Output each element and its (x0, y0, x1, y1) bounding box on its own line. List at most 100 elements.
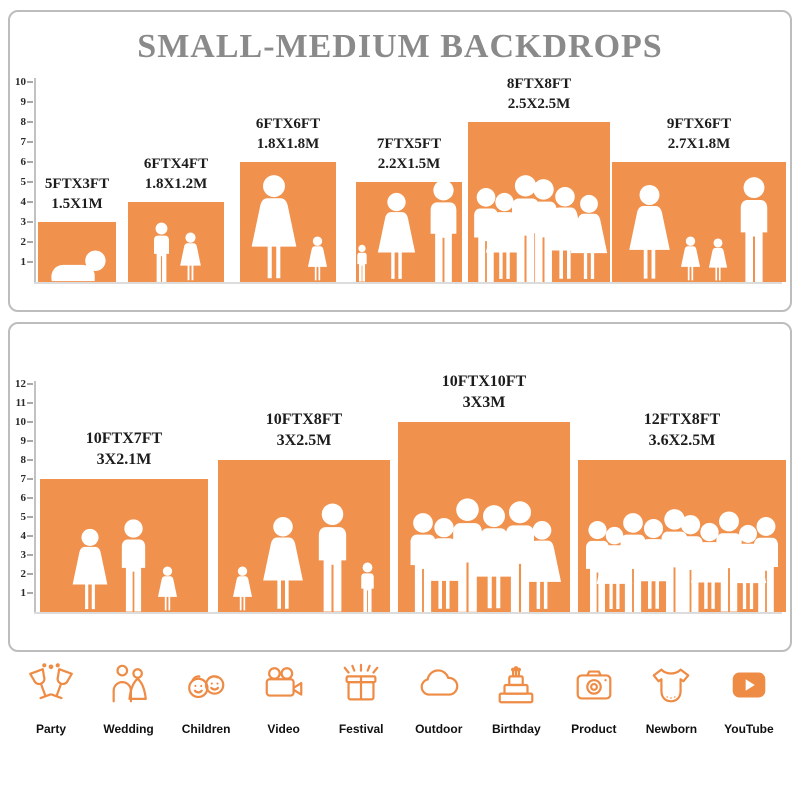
y-tick-3: 3 (10, 215, 33, 229)
size-m: 1.5X1M (51, 195, 103, 212)
y-tick-4: 4 (10, 195, 33, 209)
size-ft: 6FTX6FT (255, 116, 321, 132)
bar-6ftx6ft: 6FTX6FT 1.8X1.8M (240, 116, 336, 282)
outdoor-cloud-icon (416, 660, 462, 710)
size-ft: 5FTX3FT (44, 176, 110, 192)
y-tick-5: 5 (10, 175, 33, 189)
bar-size-label: 9FTX6FT 2.7X1.8M (667, 115, 731, 154)
girl-silhouette (178, 232, 203, 282)
category-outdoor: Outdoor (402, 660, 476, 736)
category-row: Party Wedding (14, 660, 786, 736)
size-m: 2.2X1.5M (377, 155, 441, 172)
bar-7ftx5ft: 7FTX5FT 2.2X1.5M (356, 136, 462, 282)
size-ft: 8FTX8FT (506, 76, 572, 92)
bar-size-label: 5FTX3FT 1.5X1M (45, 175, 109, 214)
wedding-couple-icon (106, 660, 152, 710)
size-m: 3.6X2.5M (648, 432, 716, 450)
bar-size-label: 7FTX5FT 2.2X1.5M (377, 135, 441, 174)
category-label: Video (267, 722, 300, 736)
size-m: 2.5X2.5M (507, 95, 571, 112)
festival-gift-icon (338, 660, 384, 710)
category-wedding: Wedding (92, 660, 166, 736)
bar-size-label: 8FTX8FT 2.5X2.5M (507, 75, 571, 114)
children-faces-icon (183, 660, 229, 710)
bar-size-label: 6FTX6FT 1.8X1.8M (256, 115, 320, 154)
toddler-silhouette (355, 244, 369, 282)
silhouette-group (356, 179, 462, 282)
bar-10ftx10ft: 10FTX10FT 3X3M (398, 373, 570, 612)
size-ft: 12FTX8FT (643, 411, 721, 429)
man-silhouette (748, 516, 784, 612)
y-tick-11: 11 (10, 396, 33, 410)
page-title: SMALL-MEDIUM BACKDROPS (137, 28, 663, 65)
silhouette-group (218, 502, 390, 612)
man-silhouette (734, 176, 774, 282)
y-tick-10: 10 (10, 415, 33, 429)
category-youtube: YouTube (712, 660, 786, 736)
category-label: Children (181, 722, 231, 736)
category-newborn: Newborn (634, 660, 708, 736)
category-label: Party (35, 722, 67, 736)
y-tick-6: 6 (10, 491, 33, 505)
y-tick-6: 6 (10, 155, 33, 169)
boy-silhouette (358, 562, 377, 612)
man-silhouette (116, 518, 151, 612)
category-label: Wedding (103, 722, 154, 736)
x-baseline (34, 612, 782, 614)
y-tick-2: 2 (10, 567, 33, 581)
category-product: Product (557, 660, 631, 736)
silhouette-group (578, 508, 786, 612)
y-tick-7: 7 (10, 135, 33, 149)
size-m: 1.8X1.2M (144, 175, 208, 192)
category-label: Newborn (645, 722, 698, 736)
woman-silhouette (247, 174, 301, 282)
size-m: 3X2.5M (276, 432, 332, 450)
bar-size-label: 10FTX7FT 3X2.1M (86, 429, 162, 471)
size-ft: 10FTX7FT (85, 430, 163, 448)
birthday-cake-icon (493, 660, 539, 710)
size-m: 3X3M (462, 394, 506, 412)
silhouette-group (240, 174, 336, 282)
video-camera-icon (261, 660, 307, 710)
silhouette-group (128, 222, 224, 282)
size-m: 3X2.1M (96, 451, 152, 469)
man-silhouette (424, 179, 463, 282)
y-tick-8: 8 (10, 115, 33, 129)
y-tick-9: 9 (10, 95, 33, 109)
man-silhouette (312, 502, 353, 612)
y-axis-line (34, 381, 36, 614)
bar-6ftx4ft: 6FTX4FT 1.8X1.2M (128, 156, 224, 282)
y-tick-9: 9 (10, 434, 33, 448)
silhouette-group (612, 176, 786, 282)
girl-silhouette (231, 566, 254, 612)
woman-silhouette (374, 192, 419, 282)
woman-silhouette (519, 520, 565, 612)
silhouette-group (38, 249, 116, 282)
woman-silhouette (69, 528, 111, 612)
newborn-onesie-icon (648, 660, 694, 710)
y-tick-3: 3 (10, 548, 33, 562)
bar-10ftx7ft: 10FTX7FT 3X2.1M (40, 430, 208, 612)
bar-size-label: 10FTX10FT 3X3M (442, 372, 526, 414)
category-label: Outdoor (415, 722, 463, 736)
y-tick-12: 12 (10, 377, 33, 391)
y-tick-2: 2 (10, 235, 33, 249)
y-tick-5: 5 (10, 510, 33, 524)
bar-5ftx3ft: 5FTX3FT 1.5X1M (38, 176, 116, 282)
size-m: 1.8X1.8M (256, 135, 320, 152)
youtube-play-icon (726, 660, 772, 710)
y-tick-1: 1 (10, 586, 33, 600)
category-label: Festival (338, 722, 384, 736)
small-medium-panel: SMALL-MEDIUM BACKDROPS 10 9 8 7 6 5 4 3 … (8, 10, 792, 312)
bar-size-label: 10FTX8FT 3X2.5M (266, 410, 342, 452)
category-festival: Festival (324, 660, 398, 736)
bar-10ftx8ft: 10FTX8FT 3X2.5M (218, 411, 390, 612)
size-m: 2.7X1.8M (667, 135, 731, 152)
bar-size-label: 6FTX4FT 1.8X1.2M (144, 155, 208, 194)
product-camera-icon (571, 660, 617, 710)
y-tick-4: 4 (10, 529, 33, 543)
y-tick-10: 10 (10, 75, 33, 89)
category-label: Product (571, 722, 617, 736)
girl-silhouette (679, 236, 702, 282)
